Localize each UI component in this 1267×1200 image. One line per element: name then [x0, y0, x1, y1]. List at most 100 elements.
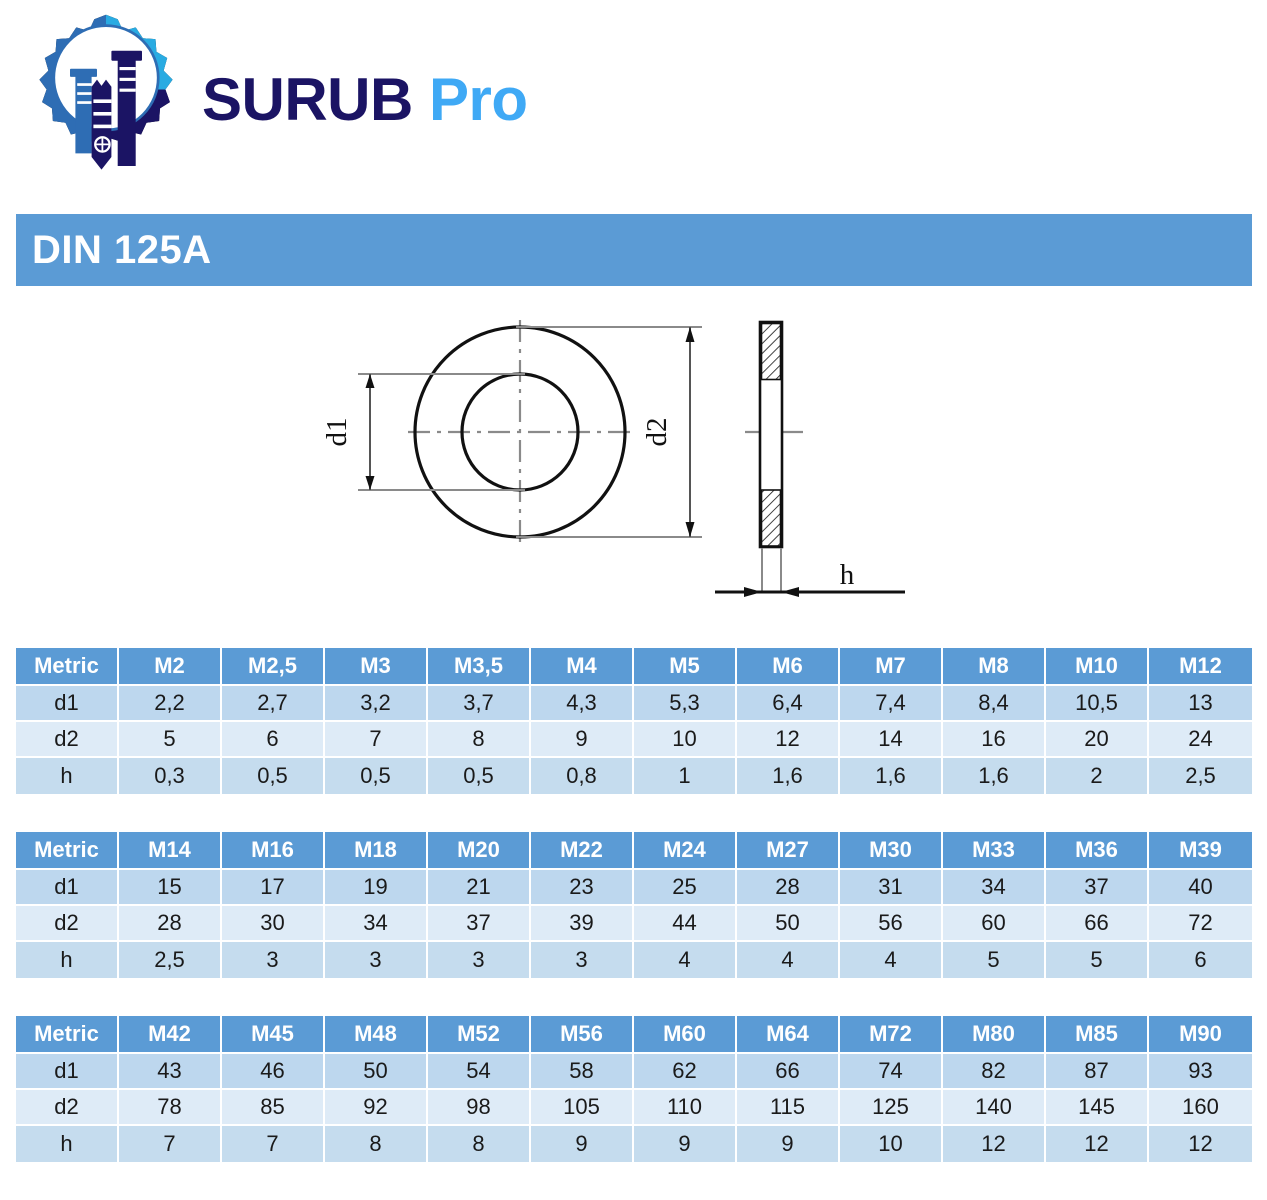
table-cell: 1	[634, 758, 737, 794]
table-header-cell: M20	[428, 832, 531, 870]
table-cell: 12	[737, 722, 840, 758]
table-cell: 5	[943, 942, 1046, 978]
table-header-cell: M16	[222, 832, 325, 870]
table-cell: 46	[222, 1054, 325, 1090]
table-cell: 8	[428, 722, 531, 758]
table-row: d1 15 17 19 21 23 25 28 31 34 37 40	[16, 870, 1252, 906]
table-cell: 2,7	[222, 686, 325, 722]
table-cell: 4	[737, 942, 840, 978]
table-header-cell: M6	[737, 648, 840, 686]
table-cell: 24	[1149, 722, 1252, 758]
table-cell: 3	[325, 942, 428, 978]
table-cell: 2,5	[1149, 758, 1252, 794]
table-cell: 58	[531, 1054, 634, 1090]
table-cell: 66	[1046, 906, 1149, 942]
table-cell: 0,5	[325, 758, 428, 794]
table-metric-m14-m39: Metric M14 M16 M18 M20 M22 M24 M27 M30 M…	[16, 832, 1252, 978]
table-cell: 66	[737, 1054, 840, 1090]
table-header-cell: M85	[1046, 1016, 1149, 1054]
specification-tables: Metric M2 M2,5 M3 M3,5 M4 M5 M6 M7 M8 M1…	[16, 648, 1252, 1200]
table-cell: 7	[325, 722, 428, 758]
brand-name-secondary: Pro	[429, 66, 528, 133]
table-header-cell: M80	[943, 1016, 1046, 1054]
brand-logo: SURUB Pro	[16, 8, 528, 198]
row-label: h	[16, 942, 119, 978]
page-title-bar: DIN 125A	[16, 214, 1252, 286]
table-row: h 2,5 3 3 3 3 4 4 4 5 5 6	[16, 942, 1252, 978]
table-cell: 2,5	[119, 942, 222, 978]
table-cell: 0,8	[531, 758, 634, 794]
table-cell: 140	[943, 1090, 1046, 1126]
table-header-cell: M24	[634, 832, 737, 870]
table-header-cell: M5	[634, 648, 737, 686]
table-cell: 12	[1149, 1126, 1252, 1162]
centerlines	[408, 320, 632, 545]
table-cell: 23	[531, 870, 634, 906]
table-cell: 72	[1149, 906, 1252, 942]
table-header-cell: M33	[943, 832, 1046, 870]
table-header-cell: M90	[1149, 1016, 1252, 1054]
table-cell: 34	[943, 870, 1046, 906]
section-hatch-top	[760, 322, 782, 381]
table-cell: 145	[1046, 1090, 1149, 1126]
table-cell: 78	[119, 1090, 222, 1126]
row-label: h	[16, 1126, 119, 1162]
table-cell: 98	[428, 1090, 531, 1126]
table-header-cell: Metric	[16, 1016, 119, 1054]
table-cell: 6	[222, 722, 325, 758]
table-cell: 160	[1149, 1090, 1252, 1126]
table-header-cell: M45	[222, 1016, 325, 1054]
table-row: d1 43 46 50 54 58 62 66 74 82 87 93	[16, 1054, 1252, 1090]
table-header-cell: M30	[840, 832, 943, 870]
table-cell: 21	[428, 870, 531, 906]
row-label: d2	[16, 1090, 119, 1126]
table-header-cell: M72	[840, 1016, 943, 1054]
table-cell: 3	[428, 942, 531, 978]
table-header-cell: M4	[531, 648, 634, 686]
table-cell: 12	[943, 1126, 1046, 1162]
table-header-cell: M56	[531, 1016, 634, 1054]
table-header-cell: M14	[119, 832, 222, 870]
table-cell: 2	[1046, 758, 1149, 794]
brand-name-primary: SURUB	[202, 66, 413, 133]
table-header-cell: M2,5	[222, 648, 325, 686]
table-cell: 4	[634, 942, 737, 978]
table-cell: 56	[840, 906, 943, 942]
table-cell: 105	[531, 1090, 634, 1126]
washer-technical-drawing: d1 d2	[320, 310, 940, 620]
table-header-cell: M27	[737, 832, 840, 870]
table-cell: 39	[531, 906, 634, 942]
table-cell: 37	[1046, 870, 1149, 906]
table-cell: 9	[531, 1126, 634, 1162]
table-cell: 8	[428, 1126, 531, 1162]
row-label: d1	[16, 686, 119, 722]
table-row: d1 2,2 2,7 3,2 3,7 4,3 5,3 6,4 7,4 8,4 1…	[16, 686, 1252, 722]
table-cell: 3,2	[325, 686, 428, 722]
table-cell: 20	[1046, 722, 1149, 758]
table-row: d2 5 6 7 8 9 10 12 14 16 20 24	[16, 722, 1252, 758]
table-cell: 34	[325, 906, 428, 942]
table-row: d2 78 85 92 98 105 110 115 125 140 145 1…	[16, 1090, 1252, 1126]
table-cell: 85	[222, 1090, 325, 1126]
table-header-cell: M18	[325, 832, 428, 870]
dimension-label-d1: d1	[321, 418, 353, 447]
table-cell: 30	[222, 906, 325, 942]
table-cell: 92	[325, 1090, 428, 1126]
table-metric-m2-m12: Metric M2 M2,5 M3 M3,5 M4 M5 M6 M7 M8 M1…	[16, 648, 1252, 794]
table-cell: 28	[119, 906, 222, 942]
table-cell: 9	[634, 1126, 737, 1162]
table-header-cell: M60	[634, 1016, 737, 1054]
dimension-label-d2: d2	[641, 418, 673, 447]
table-cell: 1,6	[737, 758, 840, 794]
table-header-row: Metric M42 M45 M48 M52 M56 M60 M64 M72 M…	[16, 1016, 1252, 1054]
table-cell: 93	[1149, 1054, 1252, 1090]
row-label: h	[16, 758, 119, 794]
dimension-h	[715, 587, 905, 597]
table-cell: 17	[222, 870, 325, 906]
row-label: d1	[16, 1054, 119, 1090]
table-cell: 7	[222, 1126, 325, 1162]
table-cell: 115	[737, 1090, 840, 1126]
table-cell: 5	[119, 722, 222, 758]
gear-with-bolts-logo-icon	[16, 13, 196, 193]
table-header-cell: M3,5	[428, 648, 531, 686]
